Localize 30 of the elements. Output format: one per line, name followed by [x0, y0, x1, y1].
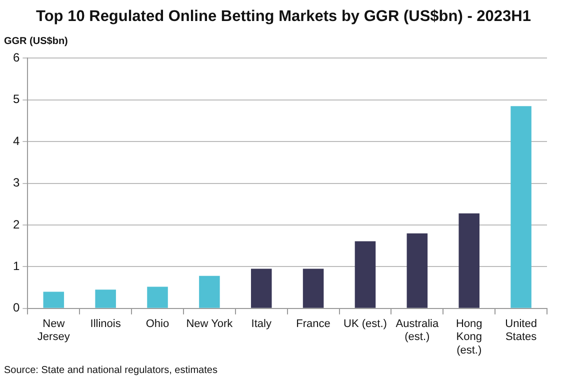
x-tick-label: Illinois: [90, 318, 122, 330]
bar: [199, 276, 220, 308]
bar: [250, 268, 272, 308]
source-note: Source: State and national regulators, estimates: [4, 365, 218, 376]
bar: [43, 292, 64, 308]
y-tick-label: 4: [12, 134, 20, 148]
x-tick-label: Ohio: [146, 318, 170, 330]
x-tick-label: New York: [186, 318, 234, 330]
x-tick-label: UK (est.): [344, 318, 387, 330]
y-tick-label: 3: [12, 176, 20, 190]
bar: [458, 213, 480, 308]
y-tick-label: 2: [12, 217, 20, 232]
bar: [147, 286, 168, 308]
y-tick-label: 5: [12, 92, 20, 106]
y-tick-label: 0: [12, 300, 20, 315]
bar: [406, 233, 428, 308]
chart-title: Top 10 Regulated Online Betting Markets by GGR (US$bn) - 2023H1: [35, 8, 532, 26]
x-tick-label: United States: [505, 318, 538, 344]
x-tick-label: France: [296, 318, 330, 330]
bar: [354, 241, 376, 308]
bar: [510, 106, 532, 308]
y-axis-title: GGR (US$bn): [4, 36, 68, 47]
y-tick-label: 1: [12, 259, 20, 274]
bar: [95, 290, 116, 308]
x-tick-label: Hong Kong (est.): [456, 318, 482, 356]
bar: [302, 268, 324, 308]
x-tick-label: Australia (est.): [396, 318, 440, 344]
x-tick-label: Italy: [251, 318, 272, 330]
x-tick-label: New Jersey: [37, 318, 70, 344]
y-tick-label: 6: [12, 50, 20, 65]
